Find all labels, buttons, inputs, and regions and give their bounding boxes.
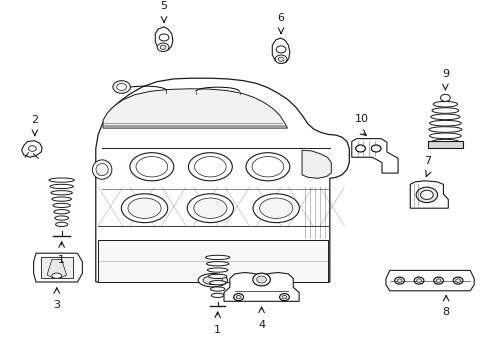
Circle shape <box>420 190 432 199</box>
Circle shape <box>433 277 443 284</box>
Ellipse shape <box>430 139 459 145</box>
Ellipse shape <box>428 133 460 139</box>
Ellipse shape <box>130 153 173 181</box>
Polygon shape <box>96 78 348 282</box>
Ellipse shape <box>136 157 167 177</box>
Ellipse shape <box>428 127 461 132</box>
Ellipse shape <box>245 153 289 181</box>
Text: 6: 6 <box>277 13 284 23</box>
Text: 1: 1 <box>58 255 65 265</box>
Ellipse shape <box>211 293 224 297</box>
Ellipse shape <box>96 163 108 176</box>
Circle shape <box>396 279 401 282</box>
Ellipse shape <box>428 120 460 126</box>
Polygon shape <box>98 240 328 282</box>
Circle shape <box>416 279 421 282</box>
Circle shape <box>117 84 126 90</box>
Circle shape <box>413 277 423 284</box>
Circle shape <box>279 294 289 301</box>
Ellipse shape <box>206 262 228 266</box>
Circle shape <box>233 294 243 301</box>
Circle shape <box>355 145 365 152</box>
Ellipse shape <box>208 274 226 279</box>
Text: 4: 4 <box>258 320 264 330</box>
Polygon shape <box>47 260 66 279</box>
Polygon shape <box>155 27 172 51</box>
Ellipse shape <box>51 191 72 195</box>
Text: 1: 1 <box>214 325 221 335</box>
Text: 7: 7 <box>423 156 430 166</box>
Ellipse shape <box>54 210 69 214</box>
Ellipse shape <box>431 108 458 113</box>
Circle shape <box>278 57 284 61</box>
Circle shape <box>275 55 286 63</box>
Polygon shape <box>385 270 473 291</box>
Circle shape <box>236 295 241 299</box>
Polygon shape <box>302 150 330 178</box>
Ellipse shape <box>52 197 71 201</box>
Bar <box>427 141 462 148</box>
Ellipse shape <box>49 178 74 182</box>
Ellipse shape <box>252 194 299 222</box>
Ellipse shape <box>121 194 167 222</box>
Polygon shape <box>21 141 42 157</box>
Ellipse shape <box>209 280 225 285</box>
Circle shape <box>370 145 380 152</box>
Ellipse shape <box>194 157 226 177</box>
Text: 9: 9 <box>441 69 448 79</box>
Circle shape <box>440 94 449 102</box>
Ellipse shape <box>56 222 68 226</box>
Ellipse shape <box>128 198 161 219</box>
Ellipse shape <box>430 114 459 120</box>
Circle shape <box>157 43 168 51</box>
Circle shape <box>113 81 130 93</box>
Text: 3: 3 <box>53 300 60 310</box>
Circle shape <box>256 276 266 283</box>
Text: 8: 8 <box>442 307 449 317</box>
Polygon shape <box>34 253 82 282</box>
Ellipse shape <box>432 102 457 107</box>
Circle shape <box>415 187 437 203</box>
Ellipse shape <box>207 268 227 272</box>
Ellipse shape <box>188 153 232 181</box>
Ellipse shape <box>193 198 226 219</box>
Polygon shape <box>351 139 397 173</box>
Circle shape <box>252 273 270 286</box>
Circle shape <box>282 295 286 299</box>
Ellipse shape <box>92 160 112 179</box>
Ellipse shape <box>205 255 229 260</box>
Ellipse shape <box>187 194 233 222</box>
Polygon shape <box>409 181 447 208</box>
Ellipse shape <box>251 157 283 177</box>
Text: 5: 5 <box>160 1 167 12</box>
Ellipse shape <box>259 198 292 219</box>
Ellipse shape <box>210 287 224 291</box>
Ellipse shape <box>55 216 68 220</box>
Circle shape <box>159 34 168 41</box>
Text: 10: 10 <box>354 114 368 124</box>
Circle shape <box>455 279 460 282</box>
Text: 2: 2 <box>31 115 39 125</box>
Polygon shape <box>103 89 287 128</box>
Ellipse shape <box>203 276 222 285</box>
Polygon shape <box>224 273 299 301</box>
Polygon shape <box>272 38 289 63</box>
Circle shape <box>28 146 36 151</box>
Ellipse shape <box>198 274 227 287</box>
Circle shape <box>435 279 440 282</box>
Circle shape <box>452 277 462 284</box>
Circle shape <box>394 277 404 284</box>
Ellipse shape <box>50 184 73 189</box>
Ellipse shape <box>53 203 70 207</box>
Ellipse shape <box>52 273 61 278</box>
Circle shape <box>276 46 285 53</box>
Circle shape <box>160 45 165 49</box>
Polygon shape <box>41 257 73 279</box>
